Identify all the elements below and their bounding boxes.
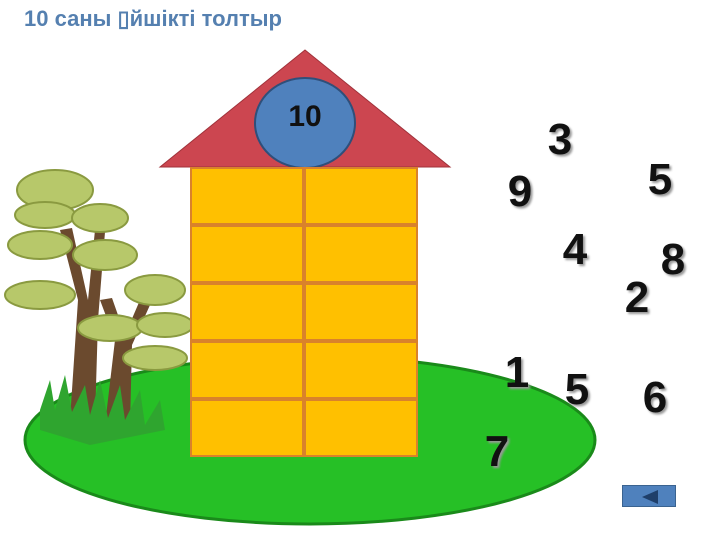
house-cell[interactable] xyxy=(304,283,418,341)
number-tile[interactable]: 4 xyxy=(562,225,588,274)
house-cell[interactable] xyxy=(304,341,418,399)
house-cell[interactable] xyxy=(304,399,418,457)
number-tile[interactable]: 6 xyxy=(642,373,668,422)
house-cell[interactable] xyxy=(190,225,304,283)
number-tile[interactable]: 2 xyxy=(624,273,650,322)
house-cell[interactable] xyxy=(190,167,304,225)
number-tile[interactable]: 8 xyxy=(660,235,686,284)
back-button[interactable] xyxy=(622,485,676,507)
triangle-left-icon xyxy=(642,490,658,504)
house-cell[interactable] xyxy=(304,167,418,225)
number-tile[interactable]: 5 xyxy=(647,155,673,204)
house-cell[interactable] xyxy=(190,341,304,399)
house-cell[interactable] xyxy=(190,399,304,457)
roof-number: 10 xyxy=(288,100,322,133)
number-tile[interactable]: 3 xyxy=(547,115,573,164)
number-tile[interactable]: 1 xyxy=(504,348,530,397)
house-cell[interactable] xyxy=(304,225,418,283)
number-tile[interactable]: 9 xyxy=(507,167,533,216)
house-cell[interactable] xyxy=(190,283,304,341)
tree xyxy=(4,169,194,445)
number-tile[interactable]: 5 xyxy=(564,365,590,414)
slide-title: 10 саны ▯йшікті толтыр xyxy=(24,6,282,31)
number-tile[interactable]: 7 xyxy=(484,427,510,476)
